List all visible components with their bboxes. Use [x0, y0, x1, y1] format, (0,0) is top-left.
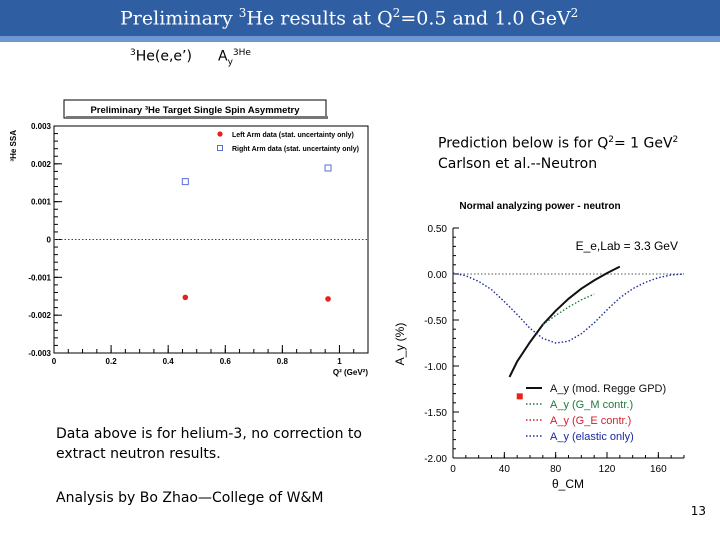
series-line-1 [542, 293, 595, 326]
x-axis-label: θ_CM [552, 477, 584, 491]
legend-label: A_y (G_M contr.) [550, 399, 633, 411]
legend-label: A_y (G_E contr.) [550, 415, 631, 427]
y-tick-label: -0.50 [424, 316, 447, 327]
analysis-credit: Analysis by Bo Zhao—College of W&M [56, 490, 324, 506]
title-gev-sup: 2 [570, 6, 579, 20]
page-number: 13 [690, 504, 706, 518]
legend-label: Right Arm data (stat. uncertainty only) [232, 146, 359, 153]
legend-label: Left Arm data (stat. uncertainty only) [232, 132, 354, 139]
x-tick-label: 0.2 [106, 357, 118, 366]
x-tick-label: 40 [499, 464, 511, 475]
legend-label: A_y (elastic only) [550, 431, 634, 443]
ay-label-sub: y [227, 57, 233, 68]
y-tick-label: -0.003 [28, 349, 51, 358]
x-tick-label: 0 [52, 357, 57, 366]
prediction-text-pre: Prediction below is for Q [438, 135, 609, 152]
y-tick-label: -0.001 [28, 273, 51, 282]
he3-label-sup: 3 [130, 48, 136, 58]
chart-title-shadow [66, 116, 328, 119]
x-tick-label: 0.4 [163, 357, 175, 366]
data-point-left-arm [325, 296, 331, 302]
data-point-left-arm [182, 294, 189, 301]
legend-marker-right-arm [217, 145, 223, 151]
title-bar [0, 0, 720, 42]
title-text-he: He results at Q [246, 7, 393, 30]
ay-label-sup: 3He [232, 48, 251, 58]
y-tick-label: 0.50 [428, 224, 448, 235]
analyzing-power-chart: Normal analyzing power - neutron 0.50 0.00… [393, 201, 685, 491]
he3-label-text: He(e,e’) [135, 48, 192, 65]
y-tick-label: -0.002 [28, 311, 51, 320]
data-note-line-1: Data above is for helium-3, no correctio… [56, 426, 362, 442]
prediction-line-1: Prediction below is for Q2= 1 GeV2 [438, 130, 678, 154]
data-note: Data above is for helium-3, no correctio… [56, 424, 362, 464]
x-tick-label: 0.6 [220, 357, 232, 366]
title-he-sup: 3 [238, 6, 247, 20]
x-tick-label: 120 [599, 464, 616, 475]
y-axis-label: A_y (%) [393, 323, 407, 366]
x-axis-label: Q² (GeV²) [333, 368, 368, 377]
y-tick-label: -1.00 [424, 362, 447, 373]
x-tick-label: 0 [450, 464, 456, 475]
data-point-right-arm [181, 178, 189, 186]
y-tick-label: 0 [47, 236, 52, 245]
data-point-right-arm [324, 164, 332, 172]
y-tick-label: -2.00 [424, 454, 447, 465]
chart-title: Normal analyzing power - neutron [459, 201, 620, 212]
y-tick-label: 0.00 [428, 270, 448, 281]
x-tick-label: 0.8 [277, 357, 289, 366]
chart-title: Preliminary ³He Target Single Spin Asymm… [90, 105, 300, 116]
x-tick-label: 1 [337, 357, 342, 366]
prediction-note: Prediction below is for Q2= 1 GeV2 Carls… [438, 130, 678, 174]
legend-label: A_y (mod. Regge GPD) [550, 383, 666, 395]
title-q-sup: 2 [392, 6, 401, 20]
data-marker [516, 393, 523, 400]
y-tick-label: 0.002 [31, 160, 52, 169]
title-bar-accent [0, 36, 720, 42]
series-line-0 [508, 265, 621, 378]
x-tick-label: 160 [650, 464, 667, 475]
y-tick-label: -1.50 [424, 408, 447, 419]
prediction-line-2: Carlson et al.--Neutron [438, 155, 598, 172]
legend-marker-left-arm [217, 131, 223, 137]
slide-title: Preliminary 3He results at Q2=0.5 and 1.… [0, 6, 720, 34]
analyzing-power-panel: Normal analyzing power - neutron 0.50 0.00… [384, 192, 696, 498]
title-text-post: =0.5 and 1.0 GeV [400, 7, 571, 30]
series-line-3 [452, 272, 685, 344]
ssa-chart-panel: Preliminary ³He Target Single Spin Asymm… [6, 96, 378, 378]
prediction-q-sup: 2 [608, 135, 614, 145]
energy-annotation: E_e,Lab = 3.3 GeV [576, 239, 678, 253]
prediction-gev-sup: 2 [672, 135, 679, 145]
ssa-chart: Preliminary ³He Target Single Spin Asymm… [9, 99, 369, 377]
data-note-line-2: extract neutron results. [56, 446, 221, 462]
ay-label-a: A [218, 48, 228, 65]
prediction-text-mid: = 1 GeV [613, 135, 673, 152]
y-tick-label: 0.001 [31, 198, 52, 207]
he3-label: 3He(e,e’) [130, 48, 192, 65]
y-axis-label: ³He SSA [9, 130, 18, 162]
title-text-pre: Preliminary [120, 7, 239, 30]
ay-label: Ay3He [218, 48, 251, 67]
y-tick-label: 0.003 [31, 122, 52, 131]
x-tick-label: 80 [550, 464, 562, 475]
